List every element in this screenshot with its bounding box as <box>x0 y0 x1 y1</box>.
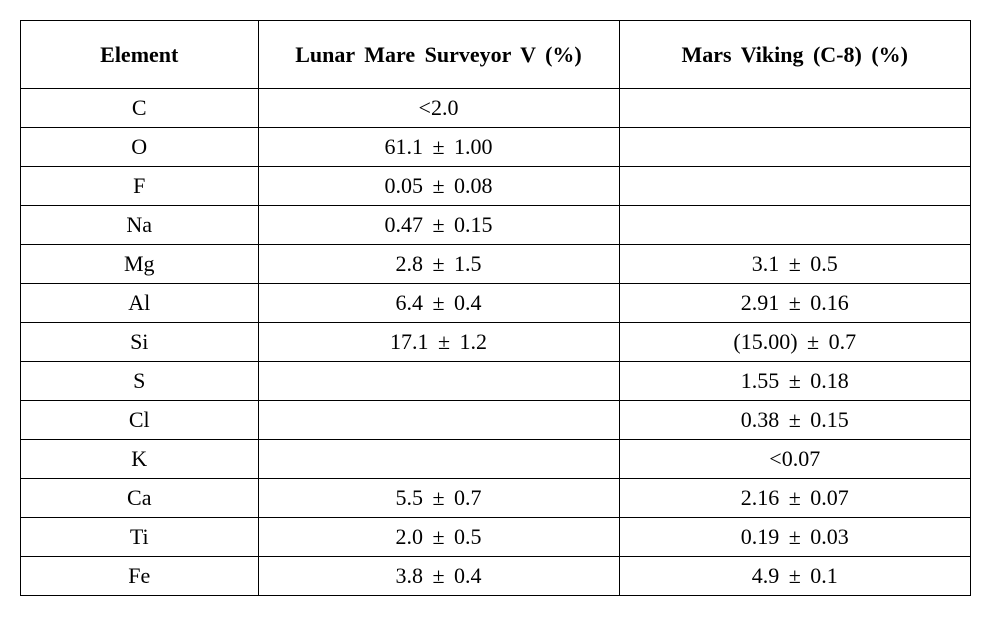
cell-mars <box>619 167 971 206</box>
table-row: Mg 2.8 ± 1.5 3.1 ± 0.5 <box>21 245 971 284</box>
table-row: C <2.0 <box>21 89 971 128</box>
data-table-container: Element Lunar Mare Surveyor V (%) Mars V… <box>20 20 971 596</box>
cell-element: C <box>21 89 259 128</box>
cell-lunar: 2.8 ± 1.5 <box>258 245 619 284</box>
table-row: Na 0.47 ± 0.15 <box>21 206 971 245</box>
cell-element: K <box>21 440 259 479</box>
cell-mars: (15.00) ± 0.7 <box>619 323 971 362</box>
table-row: O 61.1 ± 1.00 <box>21 128 971 167</box>
cell-lunar: 17.1 ± 1.2 <box>258 323 619 362</box>
cell-mars: 0.38 ± 0.15 <box>619 401 971 440</box>
element-composition-table: Element Lunar Mare Surveyor V (%) Mars V… <box>20 20 971 596</box>
cell-element: Cl <box>21 401 259 440</box>
table-row: Fe 3.8 ± 0.4 4.9 ± 0.1 <box>21 557 971 596</box>
table-row: S 1.55 ± 0.18 <box>21 362 971 401</box>
column-header-lunar: Lunar Mare Surveyor V (%) <box>258 21 619 89</box>
cell-mars: 1.55 ± 0.18 <box>619 362 971 401</box>
cell-mars <box>619 206 971 245</box>
cell-lunar: 3.8 ± 0.4 <box>258 557 619 596</box>
cell-element: Al <box>21 284 259 323</box>
cell-element: Mg <box>21 245 259 284</box>
cell-mars <box>619 128 971 167</box>
table-row: F 0.05 ± 0.08 <box>21 167 971 206</box>
cell-lunar: 0.05 ± 0.08 <box>258 167 619 206</box>
cell-element: Fe <box>21 557 259 596</box>
cell-lunar <box>258 362 619 401</box>
cell-element: F <box>21 167 259 206</box>
cell-element: Ca <box>21 479 259 518</box>
cell-mars: 3.1 ± 0.5 <box>619 245 971 284</box>
cell-lunar: 6.4 ± 0.4 <box>258 284 619 323</box>
cell-lunar: 2.0 ± 0.5 <box>258 518 619 557</box>
cell-element: O <box>21 128 259 167</box>
cell-mars: 2.91 ± 0.16 <box>619 284 971 323</box>
cell-lunar: 0.47 ± 0.15 <box>258 206 619 245</box>
cell-lunar <box>258 401 619 440</box>
cell-element: Si <box>21 323 259 362</box>
cell-element: S <box>21 362 259 401</box>
cell-mars: <0.07 <box>619 440 971 479</box>
table-header-row: Element Lunar Mare Surveyor V (%) Mars V… <box>21 21 971 89</box>
cell-mars: 0.19 ± 0.03 <box>619 518 971 557</box>
column-header-element: Element <box>21 21 259 89</box>
cell-mars: 4.9 ± 0.1 <box>619 557 971 596</box>
cell-element: Na <box>21 206 259 245</box>
cell-mars <box>619 89 971 128</box>
table-row: Si 17.1 ± 1.2 (15.00) ± 0.7 <box>21 323 971 362</box>
table-row: Al 6.4 ± 0.4 2.91 ± 0.16 <box>21 284 971 323</box>
cell-lunar <box>258 440 619 479</box>
cell-lunar: 61.1 ± 1.00 <box>258 128 619 167</box>
table-row: Cl 0.38 ± 0.15 <box>21 401 971 440</box>
column-header-mars: Mars Viking (C-8) (%) <box>619 21 971 89</box>
table-row: Ca 5.5 ± 0.7 2.16 ± 0.07 <box>21 479 971 518</box>
cell-element: Ti <box>21 518 259 557</box>
table-row: K <0.07 <box>21 440 971 479</box>
table-row: Ti 2.0 ± 0.5 0.19 ± 0.03 <box>21 518 971 557</box>
cell-mars: 2.16 ± 0.07 <box>619 479 971 518</box>
cell-lunar: <2.0 <box>258 89 619 128</box>
cell-lunar: 5.5 ± 0.7 <box>258 479 619 518</box>
table-body: C <2.0 O 61.1 ± 1.00 F 0.05 ± 0.08 Na 0.… <box>21 89 971 596</box>
